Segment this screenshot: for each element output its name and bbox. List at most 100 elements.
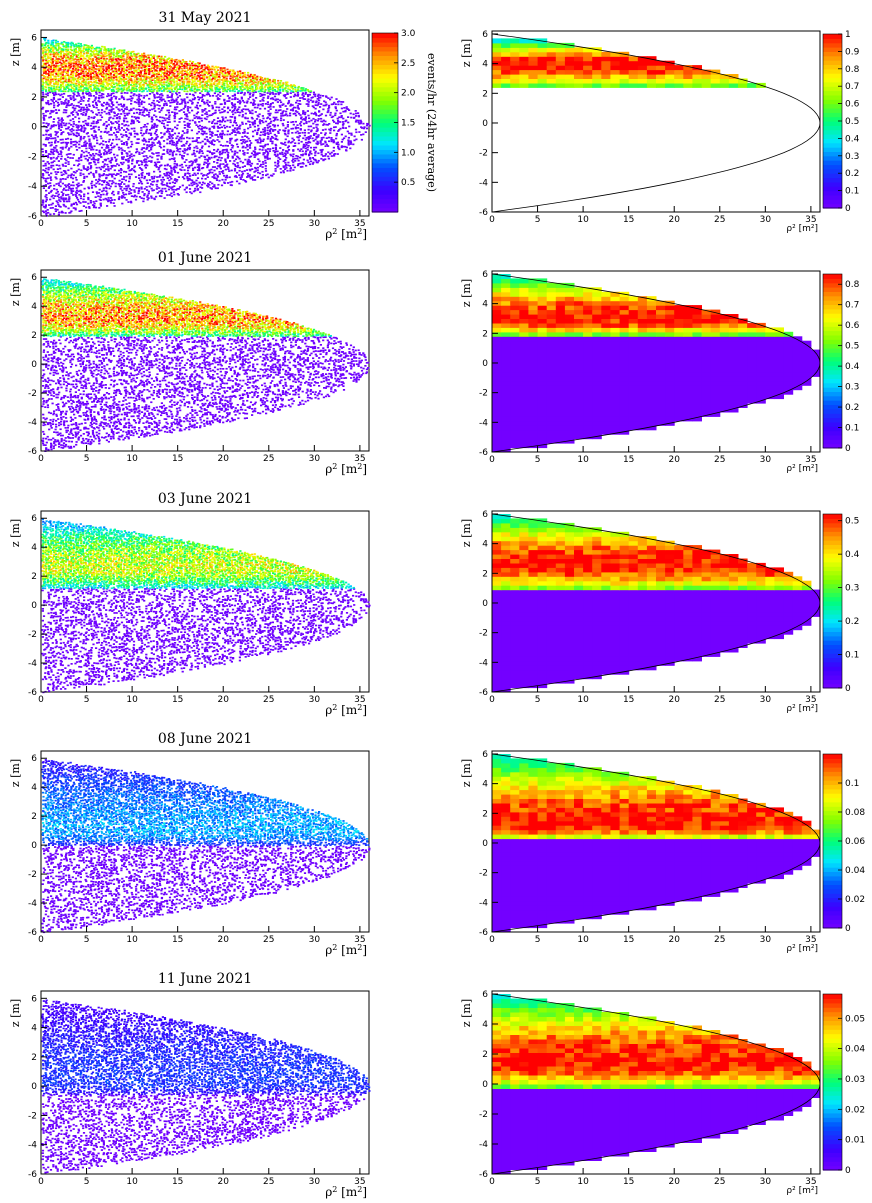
data-point [142,200,145,203]
data-point [112,70,115,73]
data-point [118,70,121,72]
data-point [315,100,318,103]
data-point [71,177,74,180]
data-point [102,143,105,146]
data-point [105,61,108,63]
data-point [63,61,66,63]
data-point [149,69,153,71]
data-point [169,105,172,107]
data-point [140,70,143,73]
data-point [122,58,125,60]
data-point [131,168,134,170]
data-point [197,96,200,98]
data-point [104,197,107,200]
data-point [47,153,50,155]
data-point [67,183,71,185]
data-point [153,64,156,66]
data-point [107,119,111,121]
data-point [320,103,323,105]
data-point [267,136,270,138]
data-point [148,172,151,175]
data-point [75,203,79,206]
data-point [135,75,138,78]
data-point [102,105,105,107]
data-point [135,88,138,91]
data-point [187,124,190,126]
data-point [59,185,62,188]
data-point [137,108,140,111]
data-point [41,173,45,175]
data-point [119,103,123,106]
data-point [76,113,79,115]
data-point [94,131,97,133]
data-point [83,61,86,64]
data-point [210,188,213,190]
data-point [189,89,192,92]
data-point [89,200,92,202]
data-point [65,145,68,147]
data-point [143,95,146,97]
data-point [138,90,141,92]
data-point [202,94,205,97]
data-point [224,120,227,123]
data-point [52,98,56,100]
data-point [193,97,197,99]
data-point [242,152,245,155]
data-point [99,153,102,155]
data-point [186,77,189,80]
data-point [60,81,63,84]
data-point [104,85,107,88]
data-point [50,189,53,192]
data-point [213,82,216,84]
data-point [204,113,207,115]
data-point [157,80,161,83]
data-point [195,106,199,109]
data-point [83,167,86,170]
data-point [130,201,133,204]
data-point [301,165,304,168]
data-point [263,129,266,131]
data-point [97,75,100,78]
data-point [161,176,164,179]
data-point [264,103,267,105]
data-point [148,59,151,62]
data-point [214,70,217,73]
data-point [88,63,91,65]
data-point [186,124,189,127]
data-point [256,88,259,90]
data-point [79,197,83,200]
data-point [324,145,327,147]
data-point [67,127,70,130]
data-point [116,63,119,65]
data-point [180,102,183,105]
data-point [307,161,310,164]
data-point [186,101,190,104]
data-point [239,70,242,73]
data-point [287,87,290,89]
data-point [93,202,96,205]
data-point [238,169,241,172]
data-point [166,163,169,166]
data-point [162,149,165,151]
data-point [82,79,85,81]
data-point [62,78,65,81]
data-point [51,151,54,154]
data-point [273,79,276,81]
data-point [60,117,63,120]
data-point [93,154,96,157]
data-point [214,109,217,112]
data-point [253,74,256,76]
data-point [113,199,116,201]
data-point [349,141,353,144]
data-point [244,79,247,82]
data-point [163,125,166,128]
data-point [221,111,224,114]
data-point [263,127,266,129]
data-point [65,122,68,125]
data-point [96,139,99,142]
data-point [150,59,153,61]
data-point [67,95,70,97]
data-point [141,69,144,72]
data-point [145,87,148,90]
data-point [151,102,154,104]
